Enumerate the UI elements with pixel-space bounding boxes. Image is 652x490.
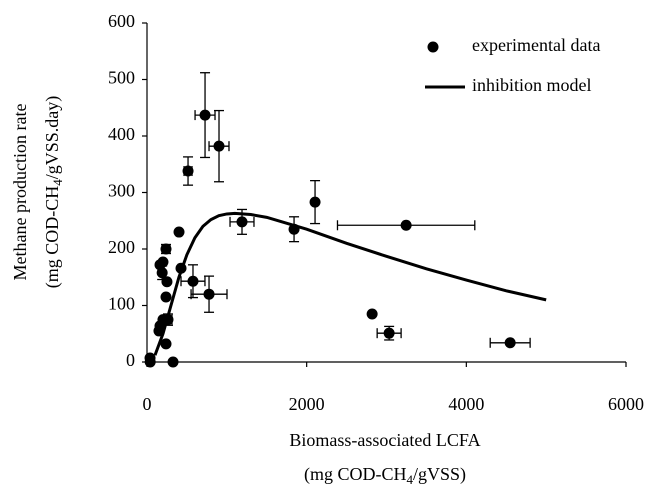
data-point <box>199 109 211 121</box>
data-point <box>383 327 395 339</box>
data-point <box>236 216 248 228</box>
y-tick-label: 0 <box>126 350 135 370</box>
data-point <box>157 256 169 268</box>
y-tick-label: 600 <box>108 11 135 31</box>
x-tick-label: 6000 <box>608 394 644 414</box>
data-point <box>156 267 168 279</box>
data-point <box>160 338 172 350</box>
x-tick-label: 2000 <box>289 394 325 414</box>
data-point <box>187 275 199 287</box>
data-point <box>160 291 172 303</box>
y-tick-label: 300 <box>108 181 135 201</box>
y-tick-label: 100 <box>108 294 135 314</box>
data-point <box>161 276 173 288</box>
x-axis-label: (mg COD-CH4/gVSS) <box>304 464 466 487</box>
legend-label: experimental data <box>472 35 600 55</box>
legend-marker <box>427 41 439 53</box>
x-tick-label: 0 <box>143 394 152 414</box>
data-point <box>182 165 194 177</box>
data-point <box>400 219 412 231</box>
data-point <box>173 226 185 238</box>
data-point <box>160 243 172 255</box>
data-point <box>309 196 321 208</box>
data-point <box>366 308 378 320</box>
y-axis-label: (mg COD-CH4/gVSS.day) <box>42 96 65 289</box>
legend-label: inhibition model <box>472 75 592 95</box>
data-point <box>167 356 179 368</box>
data-point <box>213 140 225 152</box>
y-tick-label: 400 <box>108 124 135 144</box>
y-tick-label: 500 <box>108 68 135 88</box>
x-axis-label: Biomass-associated LCFA <box>289 430 480 450</box>
model-line <box>153 211 547 356</box>
data-point <box>203 288 215 300</box>
y-axis-label: Methane production rate <box>10 104 30 281</box>
data-point <box>144 356 156 368</box>
data-point <box>504 337 516 349</box>
y-tick-label: 200 <box>108 237 135 257</box>
x-tick-label: 4000 <box>448 394 484 414</box>
